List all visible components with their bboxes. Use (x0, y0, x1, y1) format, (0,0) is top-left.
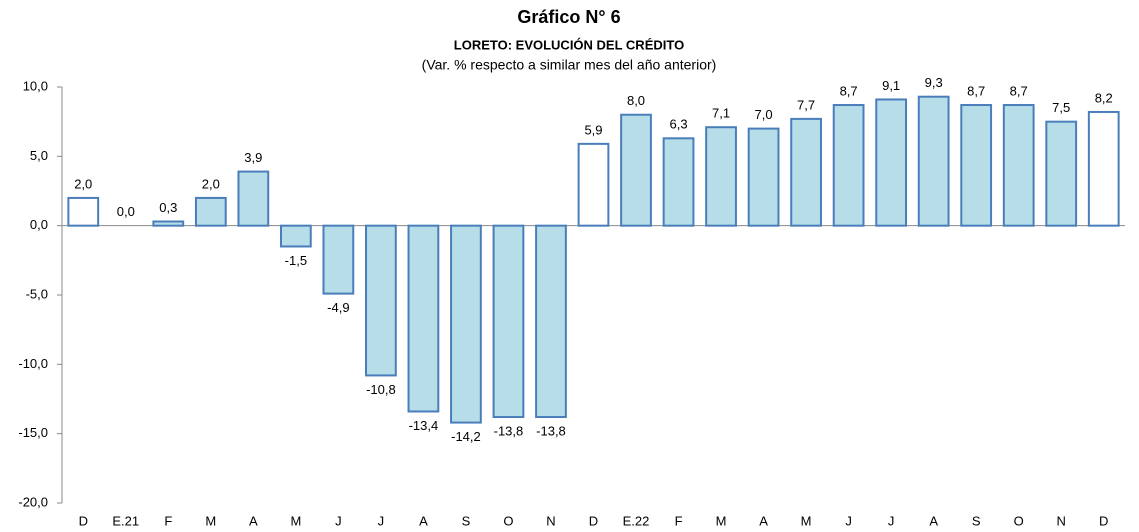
bar (535, 224, 567, 419)
x-tick-label: A (929, 513, 938, 528)
value-label: 9,3 (925, 75, 943, 90)
value-label: 0,0 (117, 204, 135, 219)
x-tick-label: J (888, 513, 895, 528)
bar (705, 126, 737, 227)
x-tick-label: J (335, 513, 342, 528)
bar (832, 104, 865, 227)
x-tick-label: M (290, 513, 301, 528)
bar (407, 224, 440, 413)
x-tick-label: N (546, 513, 555, 528)
chart-subtitle: LORETO: EVOLUCIÓN DEL CRÉDITO (454, 37, 684, 52)
y-tick-label: -5,0 (26, 286, 48, 301)
bar (492, 224, 525, 419)
bar (917, 95, 950, 227)
y-tick-label: 10,0 (23, 78, 48, 93)
x-tick-label: A (419, 513, 428, 528)
value-label: 2,0 (202, 176, 220, 191)
y-tick-label: -15,0 (18, 425, 48, 440)
x-tick-label: D (1099, 513, 1108, 528)
y-tick-label: 0,0 (30, 217, 48, 232)
value-label: 7,1 (712, 106, 730, 121)
bar (577, 142, 610, 227)
x-tick-label: M (205, 513, 216, 528)
x-tick-label: F (164, 513, 172, 528)
x-tick-label: M (801, 513, 812, 528)
value-label: -13,4 (409, 418, 439, 433)
value-label: 8,0 (627, 93, 645, 108)
chart-note: (Var. % respecto a similar mes del año a… (422, 57, 717, 73)
value-label: 7,0 (755, 107, 773, 122)
bar (1087, 110, 1120, 227)
value-label: -10,8 (366, 382, 396, 397)
x-tick-label: J (378, 513, 385, 528)
x-tick-label: S (462, 513, 471, 528)
chart-title: Gráfico N° 6 (517, 7, 620, 27)
value-label: 7,7 (797, 97, 815, 112)
bar (662, 137, 695, 227)
value-label: -13,8 (536, 423, 566, 438)
bar (620, 113, 652, 227)
value-label: 5,9 (584, 122, 602, 137)
x-tick-label: E.21 (112, 513, 139, 528)
y-tick-label: 5,0 (30, 148, 48, 163)
x-tick-label: J (845, 513, 852, 528)
x-tick-label: O (1014, 513, 1024, 528)
y-tick-label: -10,0 (18, 356, 48, 371)
value-label: 3,9 (244, 150, 262, 165)
x-tick-label: N (1057, 513, 1066, 528)
bar (279, 224, 312, 248)
x-tick-label: O (503, 513, 513, 528)
value-label: 2,0 (74, 176, 92, 191)
bar (1045, 120, 1078, 227)
bar (1002, 104, 1035, 227)
value-label: 7,5 (1052, 100, 1070, 115)
bar (67, 196, 100, 227)
value-label: 8,7 (967, 83, 985, 98)
x-tick-label: E.22 (623, 513, 650, 528)
bar (450, 224, 482, 424)
bar (365, 224, 397, 377)
y-tick-label: -20,0 (18, 494, 48, 509)
bar (237, 170, 270, 227)
value-label: 0,3 (159, 200, 177, 215)
value-label: 8,2 (1095, 90, 1113, 105)
bar (960, 104, 993, 227)
value-label: 8,7 (840, 83, 858, 98)
value-label: -1,5 (285, 253, 307, 268)
bar (152, 220, 185, 227)
x-tick-label: S (972, 513, 981, 528)
x-tick-label: A (759, 513, 768, 528)
bar (194, 196, 227, 227)
value-label: 9,1 (882, 78, 900, 93)
bar (322, 224, 355, 295)
x-tick-label: F (675, 513, 683, 528)
value-label: 8,7 (1010, 83, 1028, 98)
value-label: 6,3 (670, 117, 688, 132)
bar (747, 127, 780, 227)
bar (790, 117, 822, 227)
x-tick-label: M (716, 513, 727, 528)
value-label: -14,2 (451, 429, 481, 444)
bar (875, 98, 908, 227)
x-tick-label: A (249, 513, 258, 528)
x-tick-label: D (589, 513, 598, 528)
x-tick-label: D (79, 513, 88, 528)
value-label: -13,8 (494, 423, 524, 438)
value-label: -4,9 (327, 300, 349, 315)
